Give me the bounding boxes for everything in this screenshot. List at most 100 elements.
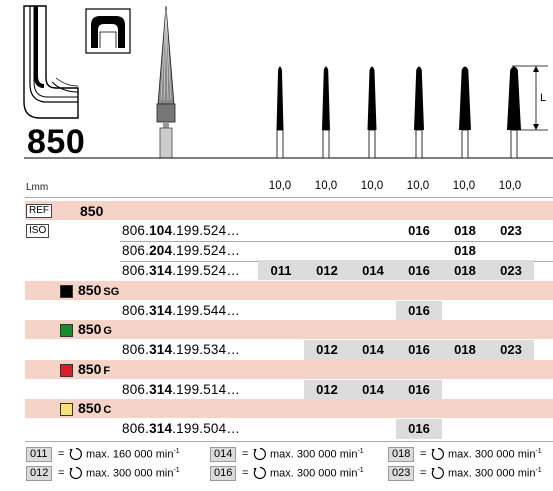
length-value: 10,0 [498, 180, 522, 192]
legend-speed-exponent: -1 [535, 467, 542, 474]
legend-equals: = [242, 448, 249, 460]
legend-speed: max. 300 000 min-1 [448, 467, 542, 480]
grit-color-swatch [60, 403, 73, 416]
ref-code: 806.314.199.524… [122, 263, 240, 278]
bur-silhouette [367, 66, 377, 159]
bur-silhouette [414, 66, 424, 159]
iso-size: 016 [408, 223, 430, 238]
legend-speed: max. 160 000 min-1 [86, 448, 180, 461]
variant-suffix: SG [103, 286, 120, 298]
bur-silhouette [459, 66, 471, 159]
grit-color-swatch [60, 324, 73, 337]
diamond-bur-icon [156, 5, 176, 159]
iso-size: 023 [500, 223, 522, 238]
iso-size: 016 [408, 303, 430, 318]
size-highlight [396, 419, 442, 439]
ref-code-prefix: 806. [122, 223, 150, 238]
legend-size: 018 [388, 447, 415, 462]
ref-code-prefix: 806. [122, 342, 150, 357]
iso-size: 016 [408, 421, 430, 436]
rotation-direction-icon [431, 447, 444, 461]
ref-code-shank: 314 [149, 421, 173, 436]
bur-silhouette [507, 66, 521, 159]
size-highlight [304, 260, 350, 280]
ref-code-suffix: .199.524… [172, 263, 241, 278]
bur-size-row [276, 66, 521, 159]
ref-code-shank: 314 [149, 342, 173, 357]
variant-suffix: F [103, 365, 111, 377]
legend-speed: max. 300 000 min-1 [86, 467, 180, 480]
iso-size: 023 [500, 342, 522, 357]
ref-code-suffix: .199.524… [172, 223, 241, 238]
ref-code-prefix: 806. [122, 303, 150, 318]
ref-code-shank: 104 [149, 223, 173, 238]
legend-size: 016 [210, 466, 237, 481]
legend-equals: = [420, 448, 427, 460]
legend-speed-exponent: -1 [357, 448, 364, 455]
legend-equals: = [58, 467, 65, 479]
rotation-direction-icon [253, 447, 266, 461]
ref-code: 806.104.199.524… [122, 223, 240, 238]
header-illustrations [23, 5, 553, 159]
variant-name: 850 C [78, 400, 111, 416]
crown-preparation-icon [85, 8, 131, 54]
legend-speed-exponent: -1 [173, 467, 180, 474]
length-value: 10,0 [360, 180, 384, 192]
ref-code-prefix: 806. [122, 421, 150, 436]
iso-size: 014 [362, 263, 384, 278]
iso-size: 018 [454, 342, 476, 357]
iso-tag: ISO [26, 224, 50, 238]
grit-color-swatch [60, 285, 73, 298]
variant-band [25, 360, 553, 379]
divider [25, 441, 553, 442]
divider [25, 197, 553, 198]
iso-size: 018 [454, 263, 476, 278]
iso-size: 023 [500, 263, 522, 278]
ref-code-shank: 314 [149, 303, 173, 318]
ref-code-suffix: .199.534… [172, 342, 241, 357]
iso-size: 011 [270, 263, 292, 278]
bur-in-tooth-section-icon [23, 5, 79, 119]
length-value: 10,0 [314, 180, 338, 192]
ref-code-suffix: .199.514… [172, 382, 241, 397]
variant-number: 850 [78, 321, 102, 337]
ref-code-suffix: .199.544… [172, 303, 241, 318]
legend-speed-text: max. 300 000 min [270, 448, 358, 461]
ref-code: 806.314.199.544… [122, 303, 240, 318]
iso-size: 018 [454, 223, 476, 238]
length-value: 10,0 [406, 180, 430, 192]
legend-equals: = [420, 467, 427, 479]
legend-speed-text: max. 160 000 min [86, 448, 174, 461]
iso-size: 016 [408, 342, 430, 357]
variant-suffix: C [103, 404, 112, 416]
legend-speed: max. 300 000 min-1 [270, 448, 364, 461]
iso-size: 016 [408, 382, 430, 397]
legend-size: 011 [26, 447, 52, 462]
legend-speed: max. 300 000 min-1 [270, 467, 364, 480]
ref-code-prefix: 806. [122, 243, 150, 258]
iso-size: 014 [362, 342, 384, 357]
length-unit-label: Lmm [26, 182, 49, 193]
ref-code: 806.314.199.534… [122, 342, 240, 357]
ref-code-shank: 314 [149, 382, 173, 397]
ref-code-suffix: .199.524… [172, 243, 241, 258]
variant-name: 850 SG [78, 282, 119, 298]
legend-speed-exponent: -1 [535, 448, 542, 455]
legend-speed: max. 300 000 min-1 [448, 448, 542, 461]
legend-speed-text: max. 300 000 min [86, 467, 174, 480]
legend-speed-text: max. 300 000 min [448, 467, 536, 480]
iso-size: 014 [362, 382, 384, 397]
iso-size: 012 [316, 342, 338, 357]
iso-size: 012 [316, 382, 338, 397]
rotation-direction-icon [69, 466, 82, 480]
size-highlight [350, 380, 396, 400]
ref-code: 806.204.199.524… [122, 243, 240, 258]
size-highlight [304, 340, 350, 360]
legend-speed-exponent: -1 [173, 448, 180, 455]
size-highlight [396, 301, 442, 321]
size-highlight [488, 340, 534, 360]
length-value: 10,0 [452, 180, 476, 192]
ref-code-shank: 314 [149, 263, 173, 278]
size-highlight [258, 260, 304, 280]
legend-size: 012 [26, 466, 53, 481]
